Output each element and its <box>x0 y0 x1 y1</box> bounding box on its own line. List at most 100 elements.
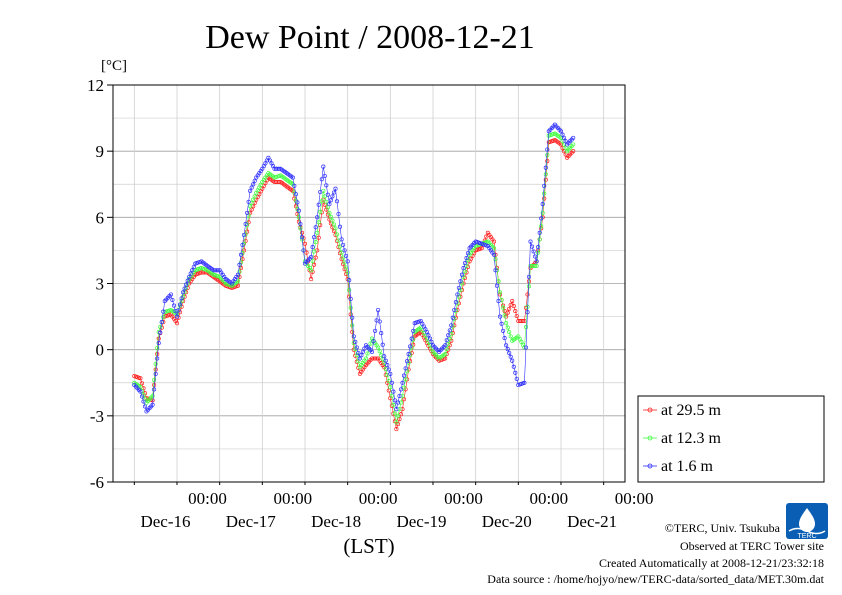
data-point <box>408 344 413 349</box>
data-point <box>446 333 451 338</box>
data-point <box>536 245 541 250</box>
data-point <box>350 315 355 320</box>
data-point <box>444 347 449 352</box>
data-point <box>252 200 257 206</box>
data-point <box>397 393 402 399</box>
data-point <box>344 253 349 258</box>
data-point <box>379 331 384 336</box>
data-point <box>380 342 385 347</box>
data-point <box>447 328 452 333</box>
wave-icon <box>788 527 826 535</box>
data-point <box>155 345 160 351</box>
data-point <box>497 314 503 319</box>
data-point <box>336 211 341 217</box>
data-point <box>403 366 408 371</box>
y-tick-label: 0 <box>96 341 105 360</box>
series-lines <box>132 122 576 432</box>
data-point <box>159 320 164 325</box>
data-point <box>341 242 346 247</box>
legend-item: at 12.3 m <box>643 430 722 447</box>
data-point <box>252 178 257 183</box>
data-point <box>563 139 568 144</box>
legend-item: at 29.5 m <box>643 402 722 419</box>
data-point <box>325 192 330 197</box>
data-point <box>392 398 397 403</box>
data-point <box>341 255 346 260</box>
data-point <box>558 142 564 147</box>
y-tick-label: 3 <box>96 275 105 294</box>
data-point <box>293 192 298 197</box>
data-point <box>563 145 568 150</box>
data-point <box>345 259 350 264</box>
data-point <box>155 356 160 361</box>
data-point <box>141 399 146 404</box>
data-point <box>526 284 532 289</box>
y-tick-label: -6 <box>90 473 104 492</box>
data-point <box>331 190 337 195</box>
data-point <box>405 359 410 364</box>
data-point <box>522 318 527 324</box>
data-point <box>174 314 180 319</box>
x-tick-date-label: Dec-18 <box>311 512 361 531</box>
data-point <box>394 420 399 425</box>
data-point <box>450 315 455 320</box>
y-tick-label: 9 <box>96 142 105 161</box>
legend-marker <box>647 435 653 441</box>
data-point <box>504 321 509 326</box>
data-point <box>240 257 245 262</box>
data-point <box>376 307 381 313</box>
data-point <box>377 349 382 354</box>
data-point <box>241 232 247 238</box>
data-point <box>502 336 507 341</box>
data-point <box>318 209 323 214</box>
data-point <box>511 304 516 309</box>
data-point <box>309 268 314 273</box>
series-line <box>134 133 574 423</box>
data-point <box>348 312 353 317</box>
data-point <box>211 268 216 273</box>
data-point <box>334 232 340 237</box>
legend-label: at 29.5 m <box>661 402 722 419</box>
data-point <box>171 303 177 308</box>
data-point <box>525 310 530 315</box>
data-point <box>216 268 221 273</box>
data-point <box>344 265 349 270</box>
data-point <box>330 218 335 223</box>
data-point <box>174 321 180 326</box>
data-point <box>403 377 408 382</box>
data-point <box>356 350 361 356</box>
data-point <box>429 339 434 344</box>
data-point <box>199 270 204 275</box>
data-point <box>507 329 512 335</box>
data-point <box>400 393 405 399</box>
x-tick-date-label: Dec-16 <box>140 512 190 531</box>
data-point <box>388 385 393 390</box>
data-point <box>543 177 548 182</box>
data-point <box>502 309 507 314</box>
data-point <box>513 370 518 375</box>
data-point <box>505 325 510 330</box>
data-point <box>533 263 538 268</box>
data-point <box>299 235 305 240</box>
data-point <box>327 210 332 215</box>
data-point <box>342 248 347 253</box>
data-point <box>545 159 550 164</box>
data-point <box>312 235 317 240</box>
data-point <box>529 244 535 249</box>
data-point <box>462 269 468 274</box>
data-point <box>398 400 404 405</box>
data-point <box>142 404 148 409</box>
data-point <box>188 271 193 276</box>
data-point <box>275 179 280 185</box>
data-point <box>526 274 532 279</box>
data-point <box>373 356 378 361</box>
data-point <box>153 371 158 376</box>
legend-label: at 12.3 m <box>661 430 722 447</box>
data-point <box>406 352 411 357</box>
data-point <box>394 427 399 432</box>
data-point <box>330 194 335 199</box>
data-point <box>444 338 449 343</box>
series-0 <box>132 138 576 432</box>
data-point <box>385 363 390 368</box>
data-point <box>185 278 190 283</box>
